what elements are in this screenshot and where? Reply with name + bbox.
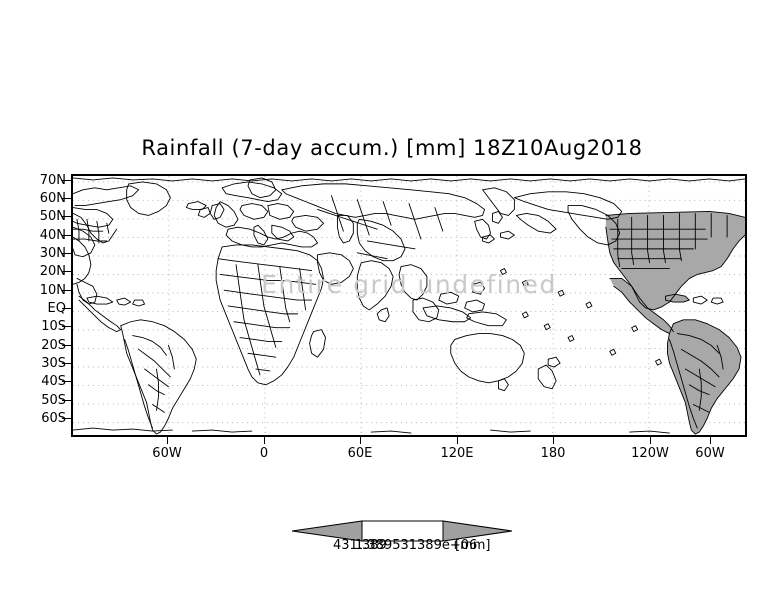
page-title: Rainfall (7-day accum.) [mm] 18Z10Aug201… [141, 136, 643, 160]
y-axis-tick [62, 363, 71, 364]
y-axis-tick [62, 400, 71, 401]
y-axis-label: 40N [39, 228, 66, 243]
x-axis-tick [167, 437, 168, 444]
x-axis-label: 60E [347, 446, 373, 461]
y-axis-label: EQ [47, 301, 66, 316]
y-axis-tick [62, 253, 71, 254]
x-axis-tick [650, 437, 651, 444]
colorbar-labels: 431.389 1.389531389e+06 [mm] [0, 538, 784, 558]
y-axis-tick [62, 418, 71, 419]
y-axis-tick [62, 308, 71, 309]
colorbar-graphic [292, 520, 512, 542]
y-axis-tick [62, 198, 71, 199]
x-axis-label: 180 [540, 446, 566, 461]
world-map [73, 176, 745, 435]
y-axis-label: 10N [39, 283, 66, 298]
y-axis-label: 50N [39, 209, 66, 224]
y-axis-label: 40S [41, 374, 66, 389]
y-axis-tick [62, 216, 71, 217]
colorbar-max-label: 1.389531389e+06 [355, 538, 478, 553]
x-axis-tick [264, 437, 265, 444]
x-axis-label: 120W [631, 446, 669, 461]
x-axis-label: 120E [440, 446, 474, 461]
x-axis-tick [710, 437, 711, 444]
x-axis-label: 60W [152, 446, 182, 461]
colorbar-max-arrow [442, 520, 512, 542]
x-axis-label: 60W [695, 446, 725, 461]
y-axis-tick [62, 381, 71, 382]
y-axis-tick [62, 235, 71, 236]
colorbar-unit-label: [mm] [455, 538, 491, 553]
x-axis-tick [360, 437, 361, 444]
y-axis-label: 30S [41, 356, 66, 371]
y-axis-label: 20S [41, 338, 66, 353]
y-axis-tick [62, 326, 71, 327]
shaded-land-regions [605, 211, 745, 435]
y-axis-tick [62, 271, 71, 272]
coastlines [73, 177, 745, 435]
x-axis-label: 0 [259, 446, 269, 461]
map-plot-area[interactable]: Entire grid undefined [71, 174, 747, 437]
y-axis-label: 50S [41, 393, 66, 408]
y-axis-label: 60N [39, 191, 66, 206]
y-axis-tick [62, 290, 71, 291]
y-axis-label: 30N [39, 246, 66, 261]
colorbar-min-label: 431.389 [333, 538, 387, 553]
x-axis-tick [457, 437, 458, 444]
y-axis-label: 10S [41, 319, 66, 334]
colorbar[interactable] [292, 516, 512, 546]
x-axis-tick [553, 437, 554, 444]
gridlines-vertical [168, 176, 650, 435]
y-axis-label: 70N [39, 173, 66, 188]
y-axis-tick [62, 345, 71, 346]
y-axis-tick [62, 180, 71, 181]
y-axis-label: 20N [39, 264, 66, 279]
y-axis-label: 60S [41, 411, 66, 426]
